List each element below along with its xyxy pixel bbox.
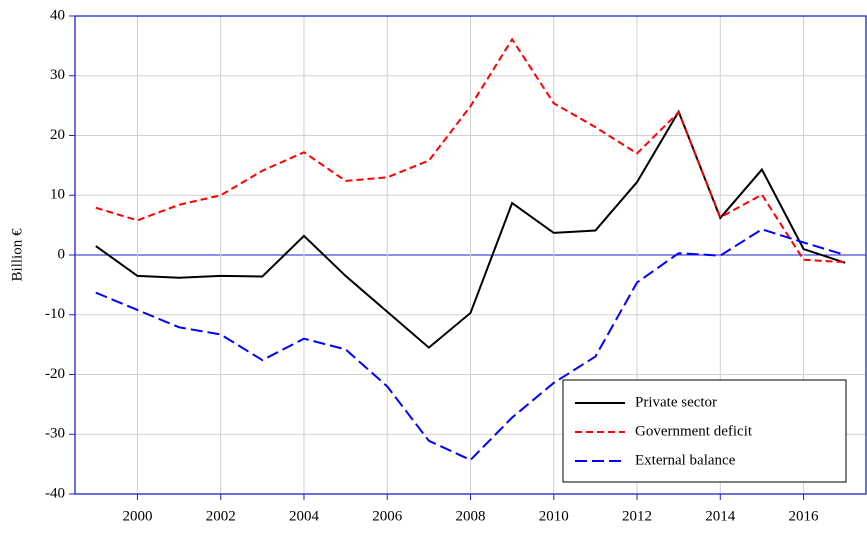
plot-frame: [74, 15, 867, 495]
x-tick-label: 2010: [539, 508, 569, 524]
x-tick-label: 2006: [372, 508, 403, 524]
x-tick-label: 2014: [705, 508, 736, 524]
y-tick-label: -30: [45, 426, 65, 442]
y-tick-label: 10: [50, 187, 65, 203]
x-tick-label: 2000: [122, 508, 152, 524]
x-tick-label: 2002: [206, 508, 236, 524]
y-tick-label: 0: [58, 246, 66, 262]
x-tick-label: 2016: [789, 508, 820, 524]
x-tick-label: 2012: [622, 508, 652, 524]
legend-label: Private sector: [635, 394, 717, 410]
y-tick-label: -40: [45, 485, 65, 501]
x-tick-label: 2004: [289, 508, 320, 524]
y-tick-label: -20: [45, 366, 65, 382]
y-tick-label: -10: [45, 306, 65, 322]
x-tick-label: 2008: [456, 508, 486, 524]
y-tick-label: 30: [50, 67, 65, 83]
y-tick-label: 40: [50, 7, 65, 23]
legend-label: Government deficit: [635, 423, 753, 439]
legend-label: External balance: [635, 452, 736, 468]
series-line: [95, 109, 846, 349]
series-line: [95, 37, 846, 264]
y-tick-label: 20: [50, 127, 65, 143]
y-axis-label: Billion €: [9, 228, 25, 281]
